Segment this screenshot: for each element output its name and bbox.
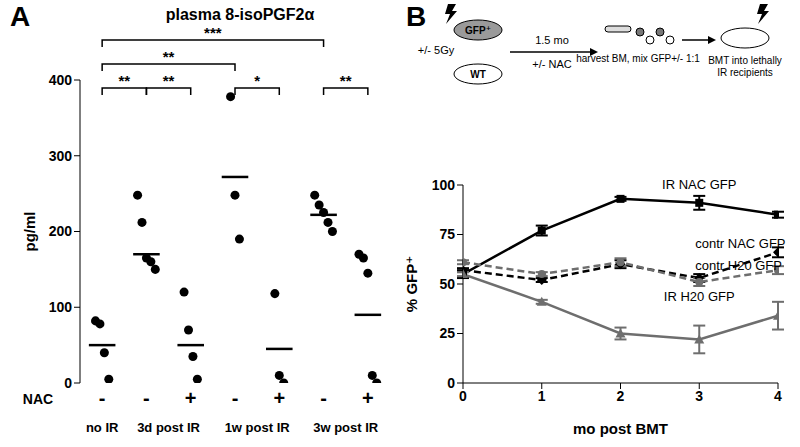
svg-text:200: 200 [49, 223, 73, 239]
svg-text:25: 25 [439, 325, 455, 341]
svg-text:mo post BMT: mo post BMT [573, 420, 668, 437]
svg-text:0: 0 [459, 388, 467, 404]
svg-text:**: ** [118, 72, 130, 89]
svg-text:-: - [232, 387, 239, 409]
svg-text:0: 0 [447, 375, 455, 391]
svg-text:**: ** [340, 72, 352, 89]
svg-text:pg/ml: pg/ml [21, 212, 38, 252]
svg-text:***: *** [204, 24, 222, 41]
svg-text:+: + [185, 387, 197, 409]
svg-text:1: 1 [538, 388, 546, 404]
svg-text:A: A [10, 1, 30, 32]
svg-text:-: - [99, 387, 106, 409]
svg-text:-: - [320, 387, 327, 409]
svg-text:0: 0 [64, 375, 72, 391]
svg-text:1.5 mo: 1.5 mo [535, 34, 569, 46]
svg-text:GFP⁺: GFP⁺ [465, 25, 491, 36]
svg-text:3: 3 [695, 388, 703, 404]
svg-text:B: B [406, 1, 426, 32]
svg-text:4: 4 [774, 388, 782, 404]
svg-text:BMT into lethally: BMT into lethally [708, 55, 782, 66]
svg-text:50: 50 [439, 276, 455, 292]
svg-text:100: 100 [49, 299, 73, 315]
svg-text:300: 300 [49, 148, 73, 164]
svg-text:contr H20 GFP: contr H20 GFP [695, 258, 782, 273]
svg-text:2: 2 [617, 388, 625, 404]
svg-text:IR NAC GFP: IR NAC GFP [662, 177, 736, 192]
svg-text:+: + [273, 387, 285, 409]
svg-text:**: ** [163, 72, 175, 89]
svg-text:IR H20 GFP: IR H20 GFP [664, 289, 735, 304]
svg-text:1w post IR: 1w post IR [225, 420, 291, 435]
svg-text:% GFP⁺: % GFP⁺ [403, 256, 420, 312]
svg-text:plasma 8-isoPGF2α: plasma 8-isoPGF2α [166, 6, 315, 23]
svg-text:+: + [362, 387, 374, 409]
svg-text:400: 400 [49, 72, 73, 88]
svg-text:NAC: NAC [23, 391, 53, 407]
svg-text:*: * [254, 72, 260, 89]
svg-text:+/- 5Gy: +/- 5Gy [418, 44, 455, 56]
svg-text:3w post IR: 3w post IR [313, 420, 379, 435]
svg-text:75: 75 [439, 226, 455, 242]
svg-text:harvest BM, mix GFP+/- 1:1: harvest BM, mix GFP+/- 1:1 [576, 53, 700, 64]
svg-text:+/- NAC: +/- NAC [532, 58, 571, 70]
svg-text:no IR: no IR [86, 420, 119, 435]
svg-text:**: ** [163, 48, 175, 65]
svg-text:WT: WT [470, 69, 486, 80]
svg-text:100: 100 [432, 177, 456, 193]
svg-text:IR recipients: IR recipients [717, 67, 773, 78]
svg-text:-: - [143, 387, 150, 409]
svg-text:3d post IR: 3d post IR [137, 420, 200, 435]
svg-text:contr NAC GFP: contr NAC GFP [695, 236, 785, 251]
